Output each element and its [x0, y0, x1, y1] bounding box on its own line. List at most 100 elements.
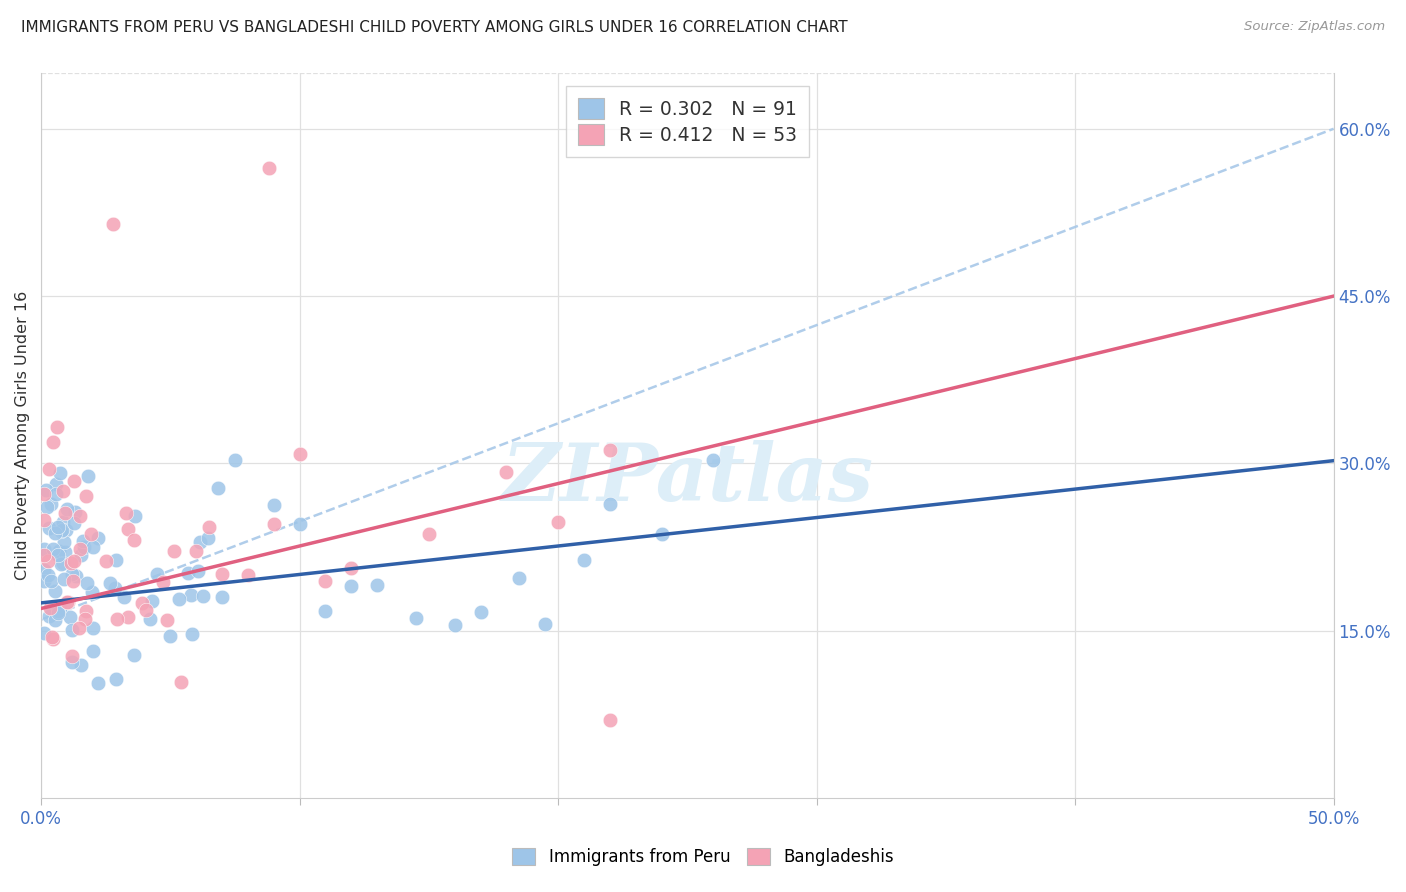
Point [62, 574, 84, 588]
Point [37, 500, 59, 514]
Point [51, 557, 73, 571]
Point [191, 589, 214, 603]
Point [70, 548, 93, 562]
Point [86, 531, 108, 545]
Point [45, 476, 67, 491]
Point [702, 453, 724, 467]
Point [314, 574, 336, 589]
Point [82, 541, 104, 555]
Point [63, 516, 86, 530]
Point [60, 624, 83, 638]
Point [32, 574, 55, 588]
Point [211, 591, 233, 605]
Point [49, 466, 72, 480]
Point [104, 581, 127, 595]
Point [138, 612, 160, 626]
Point [115, 506, 138, 520]
Point [104, 553, 127, 567]
Point [186, 543, 208, 558]
Point [38, 462, 60, 476]
Point [41, 434, 63, 449]
Point [181, 627, 204, 641]
Legend: R = 0.302   N = 91, R = 0.412   N = 53: R = 0.302 N = 91, R = 0.412 N = 53 [565, 86, 810, 157]
Point [107, 612, 129, 626]
Point [63, 474, 86, 488]
Point [156, 613, 179, 627]
Point [49, 524, 72, 539]
Point [44, 526, 66, 541]
Point [69, 658, 91, 673]
Point [340, 579, 363, 593]
Point [75, 604, 97, 618]
Point [236, 568, 259, 582]
Point [135, 603, 157, 617]
Point [180, 589, 202, 603]
Point [38, 521, 60, 535]
Point [198, 519, 221, 533]
Point [45, 420, 67, 434]
Point [572, 553, 595, 567]
Point [62, 554, 84, 568]
Point [46, 606, 69, 620]
Point [53, 545, 76, 559]
Point [56, 595, 79, 609]
Point [44, 613, 66, 627]
Point [495, 465, 517, 479]
Point [599, 497, 621, 511]
Point [41, 630, 63, 644]
Point [366, 578, 388, 592]
Point [547, 515, 569, 529]
Point [52, 556, 75, 570]
Point [52, 516, 75, 530]
Point [124, 508, 146, 523]
Point [39, 497, 62, 511]
Point [131, 596, 153, 610]
Point [340, 561, 363, 575]
Point [257, 161, 280, 175]
Point [52, 483, 75, 498]
Point [187, 564, 209, 578]
Point [55, 523, 77, 537]
Legend: Immigrants from Peru, Bangladeshis: Immigrants from Peru, Bangladeshis [505, 841, 901, 873]
Point [104, 672, 127, 686]
Text: IMMIGRANTS FROM PERU VS BANGLADESHI CHILD POVERTY AMONG GIRLS UNDER 16 CORRELATI: IMMIGRANTS FROM PERU VS BANGLADESHI CHIL… [21, 20, 848, 35]
Point [49, 600, 72, 615]
Point [418, 527, 440, 541]
Point [152, 575, 174, 590]
Point [224, 453, 246, 467]
Point [48, 544, 70, 558]
Point [46, 520, 69, 534]
Point [32, 541, 55, 556]
Point [37, 554, 59, 568]
Point [117, 523, 139, 537]
Point [141, 593, 163, 607]
Text: ZIPatlas: ZIPatlas [502, 441, 873, 518]
Point [207, 481, 229, 495]
Point [73, 612, 96, 626]
Point [534, 617, 557, 632]
Point [38, 609, 60, 624]
Point [177, 566, 200, 580]
Point [197, 531, 219, 545]
Point [73, 540, 96, 554]
Text: Source: ZipAtlas.com: Source: ZipAtlas.com [1244, 20, 1385, 33]
Point [122, 648, 145, 662]
Point [49, 603, 72, 617]
Point [39, 600, 62, 615]
Point [59, 556, 82, 570]
Point [82, 643, 104, 657]
Point [86, 676, 108, 690]
Point [42, 632, 65, 646]
Point [32, 487, 55, 501]
Point [75, 489, 97, 503]
Point [508, 572, 530, 586]
Point [599, 443, 621, 458]
Point [45, 487, 67, 501]
Point [60, 648, 83, 663]
Point [167, 592, 190, 607]
Point [34, 483, 56, 497]
Point [41, 601, 63, 615]
Point [60, 566, 83, 581]
Point [32, 513, 55, 527]
Point [170, 674, 193, 689]
